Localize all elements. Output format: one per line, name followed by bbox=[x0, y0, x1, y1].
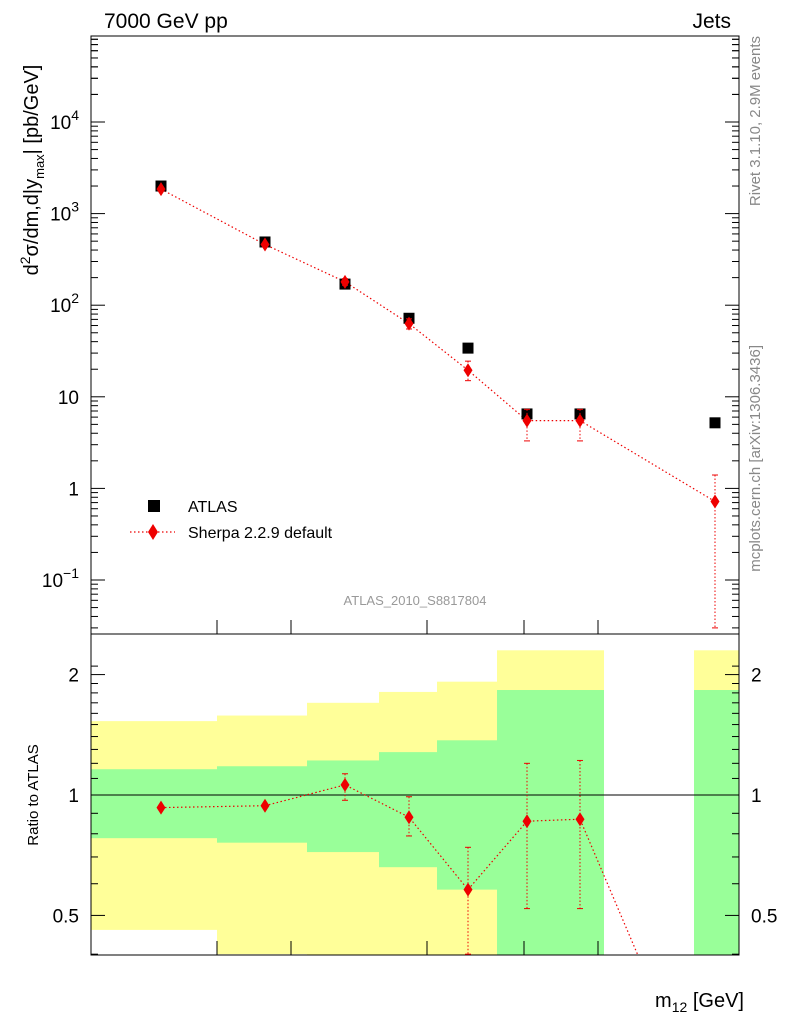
ratio-y-tick-label: 1 bbox=[68, 786, 79, 807]
ratio-y-tick-label-right: 1 bbox=[751, 786, 762, 807]
mc-point-6 bbox=[522, 413, 532, 428]
ratio-y-tick-label: 2 bbox=[68, 666, 79, 687]
inner-band-4 bbox=[379, 752, 437, 868]
analysis-watermark: ATLAS_2010_S8817804 bbox=[344, 593, 487, 608]
ratio-point-3 bbox=[340, 777, 350, 792]
main-panel-frame bbox=[90, 35, 740, 635]
mc-point-1 bbox=[156, 182, 166, 197]
mc-point-8 bbox=[710, 494, 720, 509]
ratio-y-tick-label-right: 2 bbox=[751, 666, 762, 687]
legend-data-marker bbox=[148, 500, 160, 512]
inner-band-8 bbox=[694, 690, 739, 955]
legend: ATLAS Sherpa 2.2.9 default bbox=[130, 499, 333, 542]
rivet-version-label: Rivet 3.1.10, 2.9M events bbox=[747, 36, 764, 206]
mc-point-5 bbox=[463, 363, 473, 378]
ratio-y-tick-label: 0.5 bbox=[53, 906, 79, 927]
axis-ticks: 10−1 1 10 102 103 104 0.5 0.5 1 1 2 2 bbox=[42, 38, 777, 955]
main-y-tick-label: 10−1 bbox=[42, 565, 79, 592]
legend-mc-marker bbox=[148, 524, 158, 540]
mc-connecting-lines bbox=[160, 188, 716, 956]
inner-band-5 bbox=[437, 740, 497, 890]
mc-point-3 bbox=[340, 274, 350, 289]
ratio-point-6 bbox=[522, 814, 532, 829]
ratio-point-4 bbox=[404, 810, 414, 825]
mc-point-7 bbox=[575, 413, 585, 428]
inner-band-3 bbox=[307, 760, 379, 853]
header-left: 7000 GeV pp bbox=[104, 10, 228, 33]
ratio-point-7 bbox=[575, 812, 585, 827]
main-y-axis-label: d2σ/dm,d|ymax| [pb/GeV] bbox=[17, 65, 47, 276]
x-axis-label: m12 [GeV] bbox=[655, 990, 744, 1015]
mc-point-2 bbox=[260, 237, 270, 252]
atlas-point-8 bbox=[709, 417, 721, 429]
main-y-tick-label: 102 bbox=[50, 290, 79, 317]
inner-band-6 bbox=[497, 690, 604, 955]
main-y-tick-label: 103 bbox=[50, 199, 79, 226]
legend-data-label: ATLAS bbox=[188, 499, 238, 516]
mcplots-label: mcplots.cern.ch [arXiv:1306.3436] bbox=[747, 345, 764, 572]
plot-frames bbox=[90, 35, 740, 956]
main-y-tick-label: 1 bbox=[68, 479, 79, 500]
main-y-tick-label: 10 bbox=[58, 388, 79, 409]
ratio-y-axis-label: Ratio to ATLAS bbox=[25, 744, 42, 845]
mc-point-4 bbox=[404, 316, 414, 331]
main-y-tick-label: 104 bbox=[50, 107, 79, 134]
ratio-point-2 bbox=[260, 798, 270, 813]
inner-band-1 bbox=[91, 769, 217, 839]
mc-line-main bbox=[160, 188, 716, 503]
legend-mc-label: Sherpa 2.2.9 default bbox=[188, 525, 333, 542]
mc-line-ratio bbox=[160, 784, 639, 956]
ratio-uncertainty-bands bbox=[91, 650, 739, 955]
ratio-y-tick-label-right: 0.5 bbox=[751, 906, 777, 927]
data-marks bbox=[155, 180, 721, 955]
header-right: Jets bbox=[692, 10, 731, 33]
ratio-point-1 bbox=[156, 800, 166, 815]
atlas-point-5 bbox=[462, 342, 474, 354]
ratio-point-5 bbox=[463, 882, 473, 897]
